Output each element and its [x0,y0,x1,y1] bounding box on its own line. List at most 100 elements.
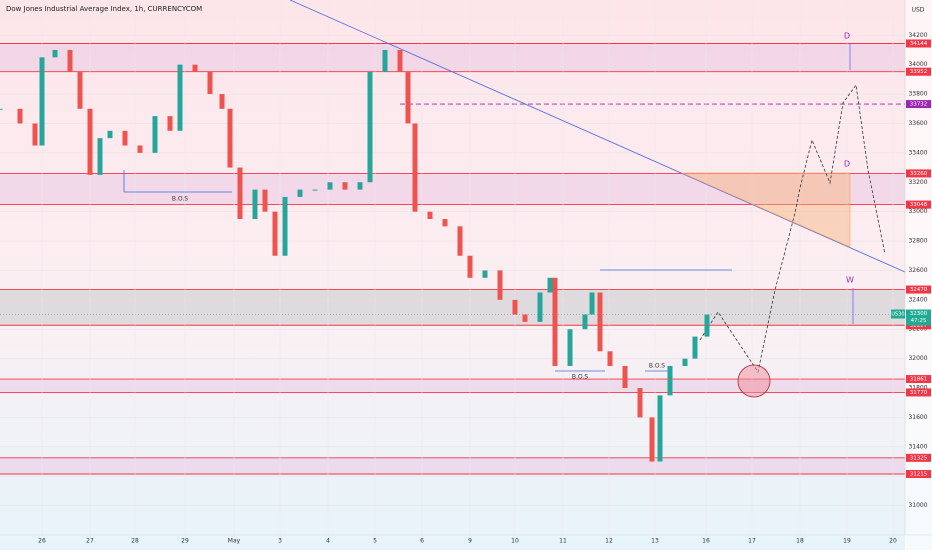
annotation: W [846,276,854,285]
candle [97,138,103,175]
y-tick-label: 31000 [908,502,927,509]
price-label-box [906,100,931,109]
price-label-box [906,375,931,384]
y-tick-label: 31600 [908,414,927,421]
candle [167,116,173,131]
candle [227,108,233,168]
price-label: 34144 [910,41,928,47]
symbol: US30 [891,312,904,318]
price-label: 33048 [910,202,928,208]
candle [342,182,348,190]
candle [582,314,588,330]
price-label-box [906,169,931,178]
candle [567,329,573,366]
candle [649,417,655,462]
candle [107,130,113,139]
x-tick-label: 28 [131,538,139,545]
x-tick-label: 12 [605,538,613,545]
zones [0,43,905,475]
price-label-box [906,285,931,294]
x-tick-label: 20 [889,538,897,545]
candle [67,49,73,73]
candle [152,116,158,153]
candle [467,255,473,278]
candle [0,108,3,110]
candle [297,189,303,197]
chart-title: Dow Jones Industrial Average Index, 1h, … [6,5,202,13]
candle [589,292,595,315]
current-price: 32300 [910,311,928,317]
candle [367,72,373,183]
candle [482,270,488,278]
zone [0,457,905,475]
candle [457,226,463,256]
candle [657,395,663,462]
price-label-box [906,453,931,462]
candle [192,64,198,73]
price-label: 33952 [910,69,928,75]
price-label-box [906,470,931,479]
price-label-box [906,39,931,48]
candle [282,196,288,256]
price-label: 33732 [910,102,928,108]
price-label: 32470 [910,287,928,293]
y-tick-label: 33600 [908,120,927,127]
x-tick-label: 18 [796,538,804,545]
x-tick-label: 13 [651,538,659,545]
trend-line [289,0,906,273]
annotation: B.O.S [649,363,665,370]
axis-labels: 3100031200314003160031800320003220032400… [38,32,931,545]
target-circle [737,364,771,398]
candle [382,49,388,73]
candle [442,218,448,227]
candle [177,64,183,131]
candle [39,57,45,146]
x-tick-label: 19 [843,538,851,545]
candle [512,299,518,315]
price-label-box [906,200,931,209]
x-tick-label: 11 [559,538,567,545]
y-tick-label: 33000 [908,208,927,215]
candles [0,49,710,462]
price-label: 32227 [910,323,928,329]
candle [122,130,128,146]
currency: USD [912,7,925,14]
candle [497,270,503,300]
x-tick-label: 9 [468,538,472,545]
zone [0,43,905,72]
x-tick-label: 29 [181,538,189,545]
x-tick-label: 4 [326,538,330,545]
projection-path [699,83,886,374]
candle [547,277,553,293]
zone [0,289,905,326]
price-label-box [906,67,931,76]
candle [667,365,673,396]
annotation: D [844,32,850,41]
candle [357,182,363,190]
y-tick-label: 32400 [908,296,927,303]
zone [0,379,905,393]
candle [207,72,213,95]
candle [312,189,318,191]
y-tick-label: 34000 [908,61,927,68]
y-tick-label: 32000 [908,355,927,362]
y-tick-label: 32600 [908,267,927,274]
candle [262,189,268,212]
price-label: 31770 [910,390,928,396]
price-label: 31861 [910,377,928,383]
annotation: D [844,160,850,169]
candle [17,108,23,124]
candle [137,145,143,153]
candle [397,49,403,73]
candle [272,211,278,256]
x-tick-label: 10 [511,538,519,545]
current-price-box [906,309,931,326]
x-tick-label: 6 [420,538,424,545]
y-tick-label: 32800 [908,238,927,245]
candle [32,123,38,146]
annotation: B.O.S [572,374,588,381]
y-tick-label: 34200 [908,32,927,39]
grid [0,0,905,535]
annotation: B.O.S [172,196,188,203]
